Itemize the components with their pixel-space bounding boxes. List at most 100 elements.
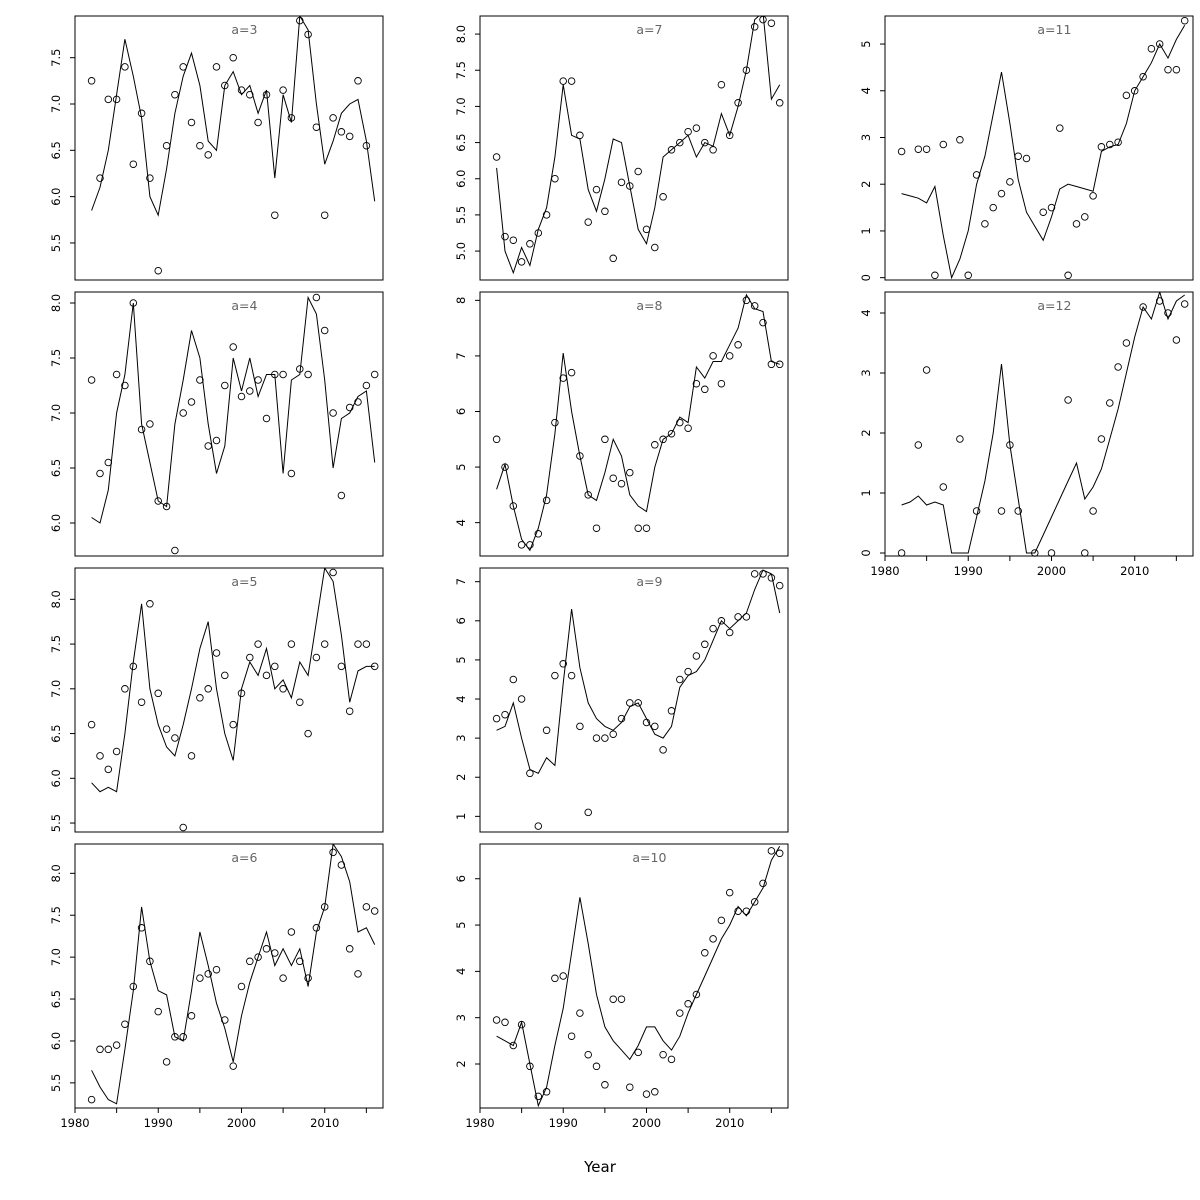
data-point	[734, 907, 742, 915]
data-point	[931, 271, 939, 280]
y-tick-label: 5.0	[454, 242, 468, 260]
data-point	[692, 652, 701, 660]
data-point	[1114, 363, 1122, 371]
data-point	[709, 624, 717, 633]
y-tick-label: 6.5	[49, 141, 63, 159]
data-point	[684, 424, 692, 432]
data-point	[96, 174, 104, 182]
y-tick-label: 8.0	[49, 294, 63, 312]
data-point	[187, 118, 196, 127]
data-point	[701, 949, 709, 957]
y-tick-label: 3	[859, 369, 873, 376]
y-tick-label: 7.0	[49, 95, 63, 113]
data-point	[354, 77, 362, 85]
plot-panel: 5.5 6.0 6.5 7.0 7.5 a=3	[49, 15, 384, 281]
data-point	[1130, 87, 1139, 95]
data-point	[750, 898, 759, 906]
panel-label: a=11	[1037, 22, 1071, 37]
y-tick-label: 7.5	[454, 61, 468, 79]
fit-line	[496, 569, 781, 774]
plot-panel: 6.0 6.5 7.0 7.5 8.0 a=4	[49, 291, 384, 557]
data-point	[162, 725, 171, 733]
data-point	[651, 1088, 659, 1096]
data-point	[287, 114, 296, 122]
data-point	[254, 118, 262, 127]
y-tick-label: 0	[859, 549, 873, 556]
y-tick-label: 7.0	[49, 948, 63, 966]
y-tick-label: 1	[859, 227, 873, 234]
y-tick-label: 0	[859, 274, 873, 281]
y-tick-label: 7.0	[454, 97, 468, 115]
data-point	[526, 769, 534, 778]
data-point	[767, 847, 776, 855]
data-point	[354, 398, 362, 406]
data-point	[287, 640, 296, 648]
y-tick-label: 8.0	[49, 590, 63, 608]
data-point	[254, 953, 262, 961]
data-point	[312, 653, 321, 662]
data-point	[1081, 549, 1089, 557]
data-point	[676, 138, 684, 147]
data-point	[709, 935, 717, 943]
data-point	[517, 258, 526, 266]
y-tick-label: 5.5	[49, 1074, 63, 1092]
data-point	[271, 949, 279, 957]
data-point	[1089, 192, 1097, 200]
data-point	[221, 81, 229, 90]
data-point	[1139, 303, 1147, 311]
data-point	[246, 957, 254, 966]
data-point	[584, 491, 592, 499]
data-point	[534, 1092, 543, 1101]
data-point	[551, 174, 559, 183]
data-point	[87, 1095, 96, 1104]
panel-label: a=7	[636, 22, 662, 37]
data-point	[601, 207, 609, 216]
data-point	[96, 469, 104, 478]
data-point	[922, 145, 931, 153]
data-point	[1122, 339, 1131, 347]
data-point	[750, 570, 759, 578]
data-point	[204, 442, 212, 450]
data-point	[1089, 507, 1097, 515]
data-point	[542, 1088, 551, 1096]
data-point	[692, 990, 701, 999]
data-point	[137, 698, 146, 706]
x-tick-label: 2010	[310, 1116, 339, 1130]
data-point	[676, 418, 684, 427]
data-point	[304, 974, 312, 982]
data-point	[526, 240, 534, 248]
data-point	[659, 1050, 667, 1059]
data-point	[939, 140, 948, 149]
data-point	[221, 381, 229, 390]
panel-border	[884, 291, 1194, 557]
data-point	[162, 141, 171, 150]
data-point	[1006, 441, 1014, 449]
data-point	[137, 924, 146, 932]
data-point	[362, 903, 371, 911]
data-point	[212, 649, 221, 657]
data-point	[1072, 220, 1081, 228]
data-point	[121, 1020, 129, 1028]
data-point	[725, 352, 734, 360]
data-point	[345, 403, 354, 412]
data-point	[1164, 65, 1172, 74]
panel-border	[74, 15, 384, 281]
data-point	[129, 299, 138, 307]
data-point	[271, 211, 279, 219]
data-point	[517, 541, 526, 549]
data-point	[296, 957, 304, 966]
data-point	[584, 1050, 592, 1059]
data-point	[534, 229, 543, 237]
data-point	[296, 365, 304, 373]
data-point	[171, 734, 179, 742]
data-point	[551, 974, 559, 983]
data-point	[576, 722, 584, 731]
panel-border	[74, 843, 384, 1109]
data-point	[254, 640, 262, 648]
data-point	[684, 1000, 692, 1008]
data-point	[104, 95, 113, 104]
data-point	[542, 211, 551, 219]
data-point	[684, 667, 692, 676]
data-point	[154, 266, 162, 275]
data-point	[262, 414, 271, 423]
